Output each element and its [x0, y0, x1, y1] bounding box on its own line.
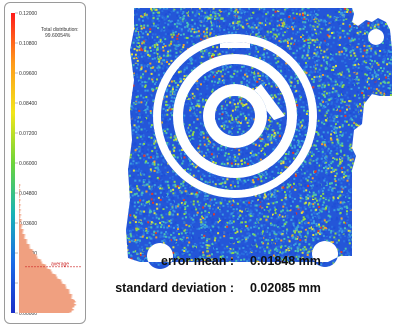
color-bar: [11, 13, 15, 313]
error-map-surface: [126, 8, 392, 269]
tick-label: 0.12000: [19, 11, 37, 17]
tick-label: 0.08400: [19, 101, 37, 107]
tick-label: 0.10800: [19, 41, 37, 47]
standard-deviation-row: standard deviation : 0.02085 mm: [0, 281, 398, 297]
tick-label: 0.09600: [19, 71, 37, 77]
tick-label: 0.06000: [19, 161, 37, 167]
error-mean-row: error mean : 0.01848 mm: [0, 254, 398, 270]
tick-label: 0.07200: [19, 131, 37, 137]
standard-deviation-value: 0.02085 mm: [250, 281, 321, 295]
error-mean-value: 0.01848 mm: [250, 254, 321, 268]
standard-deviation-label: standard deviation :: [115, 281, 234, 295]
tick-label: 0.04800: [19, 191, 37, 197]
color-scale-svg: 0.12000 0.10800 0.09600 0.08400 0.07200 0.060…: [11, 11, 81, 317]
average-label: average: [51, 261, 69, 267]
color-scale-legend: 0.12000 0.10800 0.09600 0.08400 0.07200 0.060…: [4, 2, 86, 324]
distribution-title: Total distribution:: [41, 27, 79, 33]
tick-label: 0.00000: [19, 311, 37, 317]
distribution-value: 99.60054%: [45, 33, 71, 39]
error-histogram: [19, 183, 77, 313]
error-mean-label: error mean :: [161, 254, 234, 268]
tick-label: 0.03600: [19, 221, 37, 227]
